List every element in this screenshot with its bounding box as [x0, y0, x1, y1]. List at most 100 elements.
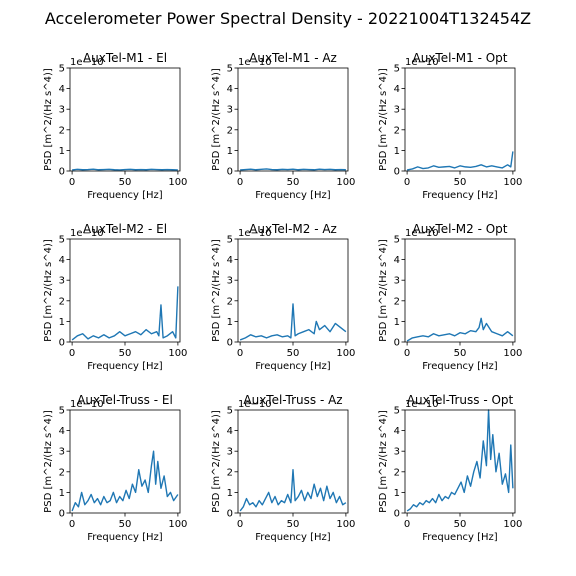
y-tick-label: 1	[59, 317, 65, 328]
y-tick-label: 3	[59, 105, 65, 116]
psd-series-line	[72, 168, 178, 171]
psd-series-line	[406, 317, 514, 342]
y-offset-label: 1e−10	[405, 228, 439, 239]
x-tick-label: 100	[503, 519, 522, 530]
y-tick-label: 1	[227, 146, 233, 157]
y-tick-label: 5	[59, 235, 65, 246]
y-tick-label: 2	[394, 125, 400, 136]
y-tick-label: 0	[59, 509, 65, 520]
y-axis-label: PSD [m^2/(Hz s^4)]	[378, 239, 389, 342]
y-tick-label: 3	[227, 276, 233, 287]
y-offset-label: 1e−10	[70, 57, 104, 68]
y-tick-label: 1	[227, 488, 233, 499]
x-tick-label: 100	[336, 348, 355, 359]
y-tick-label: 0	[59, 167, 65, 178]
y-offset-label: 1e−10	[405, 57, 439, 68]
y-tick-label: 2	[59, 296, 65, 307]
subplot-title: AuxTel-M1 - El	[83, 51, 167, 65]
x-tick-label: 0	[69, 177, 75, 188]
x-tick-label: 50	[287, 177, 300, 188]
y-tick-label: 5	[59, 64, 65, 75]
x-tick-label: 100	[336, 519, 355, 530]
y-tick-label: 4	[227, 426, 233, 437]
y-tick-label: 5	[227, 235, 233, 246]
y-axis-label: PSD [m^2/(Hz s^4)]	[43, 410, 54, 513]
y-tick-label: 1	[394, 488, 400, 499]
y-tick-label: 4	[394, 426, 400, 437]
y-tick-label: 0	[59, 338, 65, 349]
y-tick-label: 0	[227, 167, 233, 178]
y-tick-label: 1	[59, 146, 65, 157]
x-axis-label: Frequency [Hz]	[87, 532, 163, 543]
x-tick-label: 0	[404, 177, 410, 188]
x-tick-label: 50	[454, 177, 467, 188]
y-tick-label: 2	[394, 467, 400, 478]
y-axis-label: PSD [m^2/(Hz s^4)]	[211, 68, 222, 171]
y-axis-label: PSD [m^2/(Hz s^4)]	[43, 239, 54, 342]
y-tick-label: 1	[394, 317, 400, 328]
x-axis-label: Frequency [Hz]	[87, 361, 163, 372]
y-offset-label: 1e−10	[238, 399, 272, 410]
subplot-title: AuxTel-Truss - Az	[243, 393, 342, 407]
y-tick-label: 0	[394, 338, 400, 349]
y-tick-label: 4	[59, 426, 65, 437]
y-tick-label: 5	[394, 235, 400, 246]
y-axis-label: PSD [m^2/(Hz s^4)]	[378, 68, 389, 171]
y-tick-label: 5	[59, 406, 65, 417]
y-tick-label: 2	[227, 296, 233, 307]
y-tick-label: 1	[59, 488, 65, 499]
y-tick-label: 0	[394, 509, 400, 520]
x-tick-label: 0	[237, 348, 243, 359]
x-tick-label: 100	[168, 177, 187, 188]
y-tick-label: 4	[227, 255, 233, 266]
subplot-title: AuxTel-M1 - Az	[249, 51, 337, 65]
x-axis-label: Frequency [Hz]	[255, 361, 331, 372]
psd-series-line	[71, 286, 179, 341]
y-offset-label: 1e−10	[70, 399, 104, 410]
x-tick-label: 100	[168, 519, 187, 530]
y-tick-label: 3	[59, 447, 65, 458]
x-axis-label: Frequency [Hz]	[422, 190, 498, 201]
y-tick-label: 3	[227, 105, 233, 116]
x-tick-label: 50	[287, 348, 300, 359]
x-tick-label: 50	[287, 519, 300, 530]
figure-title: Accelerometer Power Spectral Density - 2…	[45, 9, 531, 28]
x-tick-label: 100	[503, 348, 522, 359]
y-tick-label: 5	[227, 64, 233, 75]
x-tick-label: 50	[454, 348, 467, 359]
y-tick-label: 1	[227, 317, 233, 328]
y-tick-label: 2	[59, 467, 65, 478]
x-tick-label: 0	[69, 348, 75, 359]
y-tick-label: 5	[394, 64, 400, 75]
y-tick-label: 4	[394, 84, 400, 95]
y-axis-label: PSD [m^2/(Hz s^4)]	[378, 410, 389, 513]
x-axis-label: Frequency [Hz]	[422, 361, 498, 372]
y-tick-label: 0	[227, 338, 233, 349]
x-tick-label: 0	[69, 519, 75, 530]
x-tick-label: 100	[168, 348, 187, 359]
x-tick-label: 0	[237, 519, 243, 530]
x-tick-label: 50	[119, 177, 132, 188]
y-axis-label: PSD [m^2/(Hz s^4)]	[211, 410, 222, 513]
x-tick-label: 0	[404, 348, 410, 359]
subplot-title: AuxTel-M1 - Opt	[413, 51, 508, 65]
x-axis-label: Frequency [Hz]	[87, 190, 163, 201]
y-tick-label: 3	[394, 447, 400, 458]
y-tick-label: 4	[394, 255, 400, 266]
x-axis-label: Frequency [Hz]	[422, 532, 498, 543]
y-offset-label: 1e−10	[238, 57, 272, 68]
y-tick-label: 2	[227, 467, 233, 478]
y-tick-label: 4	[59, 255, 65, 266]
x-axis-label: Frequency [Hz]	[255, 532, 331, 543]
subplot-title: AuxTel-M2 - El	[83, 222, 167, 236]
